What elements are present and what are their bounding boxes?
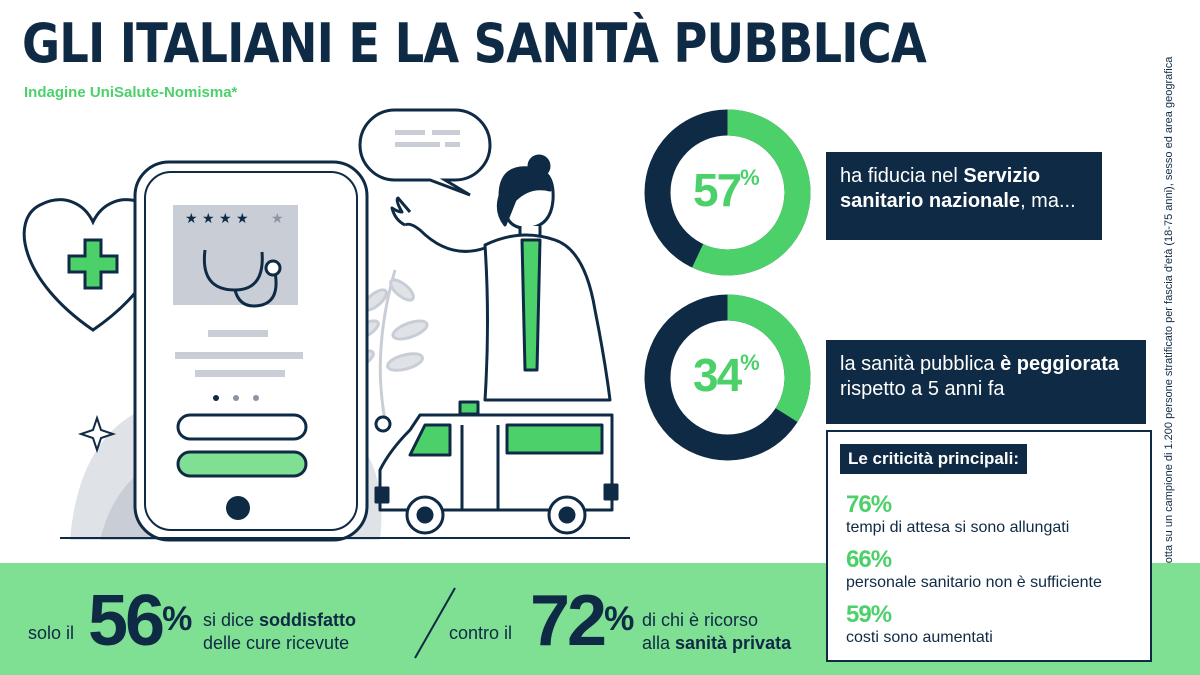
donut-arc-worse <box>644 294 811 461</box>
donut-chart-trust <box>644 109 811 276</box>
stat-trust-percent: 57% <box>693 164 760 216</box>
band-left-percent: 56% <box>88 581 192 661</box>
stat-worse-percent: 34% <box>693 349 760 401</box>
page-title: GLI ITALIANI E LA SANITÀ PUBBLICA <box>22 12 927 75</box>
band-left-text: si dice soddisfatto delle cure ricevute <box>203 610 357 653</box>
doctor-icon <box>390 154 612 402</box>
stat-worse-text: la sanità pubblica è peggiorata rispetto… <box>826 340 1146 424</box>
phone-icon: ★ ★ ★ ★ ★ <box>133 160 369 542</box>
band-right-prefix: contro il <box>449 623 513 643</box>
illustration: ★ ★ ★ ★ ★ <box>22 108 630 542</box>
band-right-text: di chi è ricorso alla sanità privata <box>642 610 792 653</box>
criticita-item: 59% costi sono aumentati <box>846 601 993 647</box>
band-divider <box>414 587 456 659</box>
band-left-prefix: solo il <box>28 623 75 643</box>
band-right-percent: 72% <box>530 581 634 661</box>
stat-trust-text: ha fiducia nel Servizio sanitario nazion… <box>826 152 1102 240</box>
svg-text:★ ★ ★ ★: ★ ★ ★ ★ <box>185 211 249 227</box>
criticita-heading: Le criticità principali: <box>840 444 1027 474</box>
page-subtitle: Indagine UniSalute-Nomisma* <box>24 84 238 101</box>
donut-arc-trust <box>644 109 811 276</box>
criticita-item: 66% personale sanitario non è sufficient… <box>846 546 1102 592</box>
criticita-item: 76% tempi di attesa si sono allungati <box>846 491 1070 537</box>
sparkle-icon <box>77 414 117 454</box>
ambulance-icon <box>374 400 619 535</box>
svg-text:★: ★ <box>271 211 284 227</box>
criticita-box: Le criticità principali: 76% tempi di at… <box>826 430 1152 662</box>
speech-bubble-icon <box>358 108 492 197</box>
donut-chart-worse <box>644 294 811 461</box>
stethoscope-icon <box>202 249 282 308</box>
